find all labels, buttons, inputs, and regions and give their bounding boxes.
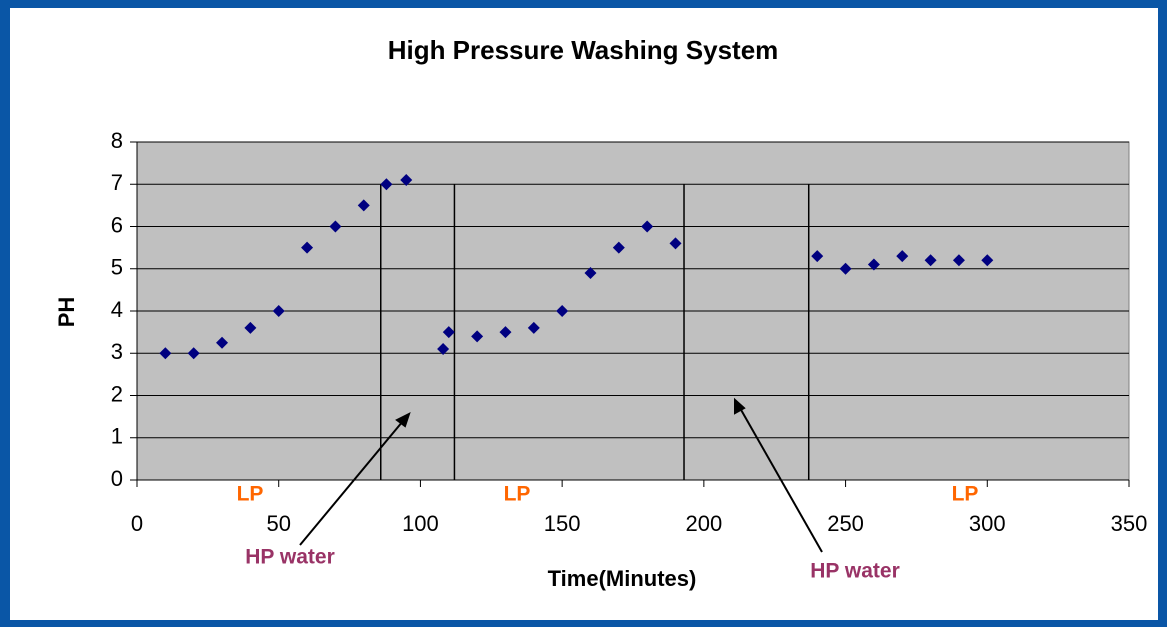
point — [839, 262, 852, 275]
y-tick-label: 7 — [111, 170, 123, 195]
annotation: HP water — [810, 560, 900, 583]
annotation: LP — [952, 483, 979, 506]
point — [187, 347, 200, 360]
point — [527, 321, 540, 334]
annotation: HP water — [245, 546, 335, 569]
y-tick-label: 3 — [111, 339, 123, 364]
point — [556, 305, 569, 317]
point — [442, 326, 455, 339]
point — [811, 250, 824, 263]
x-tick-label: 0 — [131, 511, 143, 536]
point — [896, 250, 909, 263]
y-tick-label: 4 — [111, 297, 123, 322]
point — [159, 347, 172, 360]
point — [301, 241, 314, 254]
point — [471, 330, 484, 343]
x-tick-label: 350 — [1111, 511, 1148, 536]
arrow-head — [734, 397, 746, 415]
point — [924, 254, 937, 267]
y-tick-label: 5 — [111, 255, 123, 280]
y-axis-label: PH — [54, 297, 79, 328]
point — [357, 199, 370, 212]
point — [380, 178, 393, 191]
x-tick-label: 50 — [266, 511, 290, 536]
point — [867, 258, 880, 271]
annotation: LP — [504, 483, 531, 506]
point — [400, 174, 413, 187]
x-tick-label: 300 — [969, 511, 1006, 536]
point — [329, 220, 342, 233]
point — [437, 343, 450, 356]
point — [244, 321, 257, 334]
chart-title: High Pressure Washing System — [388, 35, 779, 65]
x-axis-label: Time(Minutes) — [548, 566, 697, 591]
y-tick-label: 2 — [111, 381, 123, 406]
y-tick-label: 6 — [111, 212, 123, 237]
point — [584, 266, 597, 279]
point — [641, 220, 654, 233]
point — [499, 326, 512, 339]
point — [669, 237, 682, 250]
arrow — [299, 420, 404, 546]
arrow-head — [395, 412, 411, 428]
x-tick-label: 100 — [402, 511, 439, 536]
y-tick-label: 1 — [111, 424, 123, 449]
point — [216, 336, 229, 349]
arrow — [739, 407, 823, 553]
x-tick-label: 150 — [544, 511, 581, 536]
x-tick-label: 200 — [685, 511, 722, 536]
y-tick-label: 8 — [111, 128, 123, 153]
annotation: LP — [237, 483, 264, 506]
point — [981, 254, 994, 267]
x-tick-label: 250 — [827, 511, 864, 536]
arrows — [299, 397, 823, 553]
point — [952, 254, 965, 267]
y-tick-label: 0 — [111, 466, 123, 491]
point — [612, 241, 625, 254]
point — [272, 305, 285, 317]
